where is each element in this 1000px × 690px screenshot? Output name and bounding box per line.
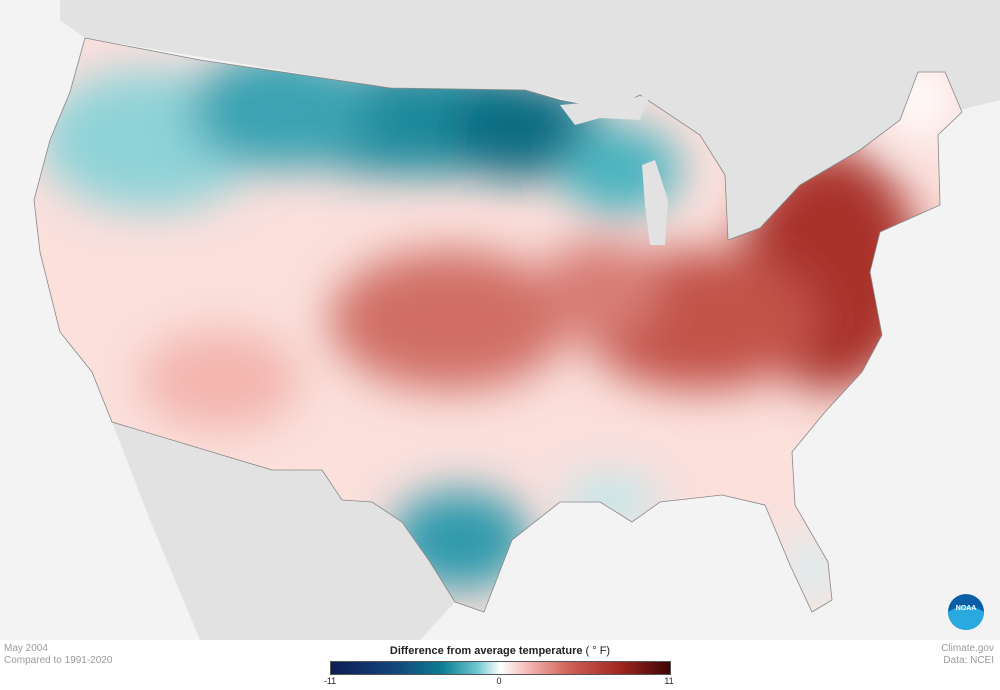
lake-superior [560, 95, 650, 125]
noaa-logo: NOAA [948, 594, 984, 630]
lake-michigan [642, 160, 668, 245]
legend-color-bar [330, 661, 671, 675]
legend-title: Difference from average temperature ( ° … [330, 645, 670, 657]
svg-text:NOAA: NOAA [956, 605, 977, 612]
period-info: May 2004 Compared to 1991-2020 [4, 643, 112, 667]
temperature-anomaly-map: NOAA [0, 0, 1000, 640]
canada-landmass [60, 0, 1000, 240]
legend-unit: ( ° F) [585, 645, 611, 657]
baseline-label: Compared to 1991-2020 [4, 655, 113, 666]
legend-title-text: Difference from average temperature [389, 645, 583, 657]
footer: May 2004 Compared to 1991-2020 Differenc… [0, 640, 1000, 690]
legend-min-label: -11 [323, 676, 337, 686]
mexico-landmass [112, 422, 455, 640]
legend-mid-label: 0 [496, 676, 502, 686]
period-label: May 2004 [4, 643, 48, 654]
source-label: Data: NCEI [943, 655, 994, 666]
legend-max-label: 11 [664, 676, 674, 686]
credits: Climate.gov Data: NCEI [941, 643, 994, 667]
credit-label: Climate.gov [941, 643, 994, 654]
